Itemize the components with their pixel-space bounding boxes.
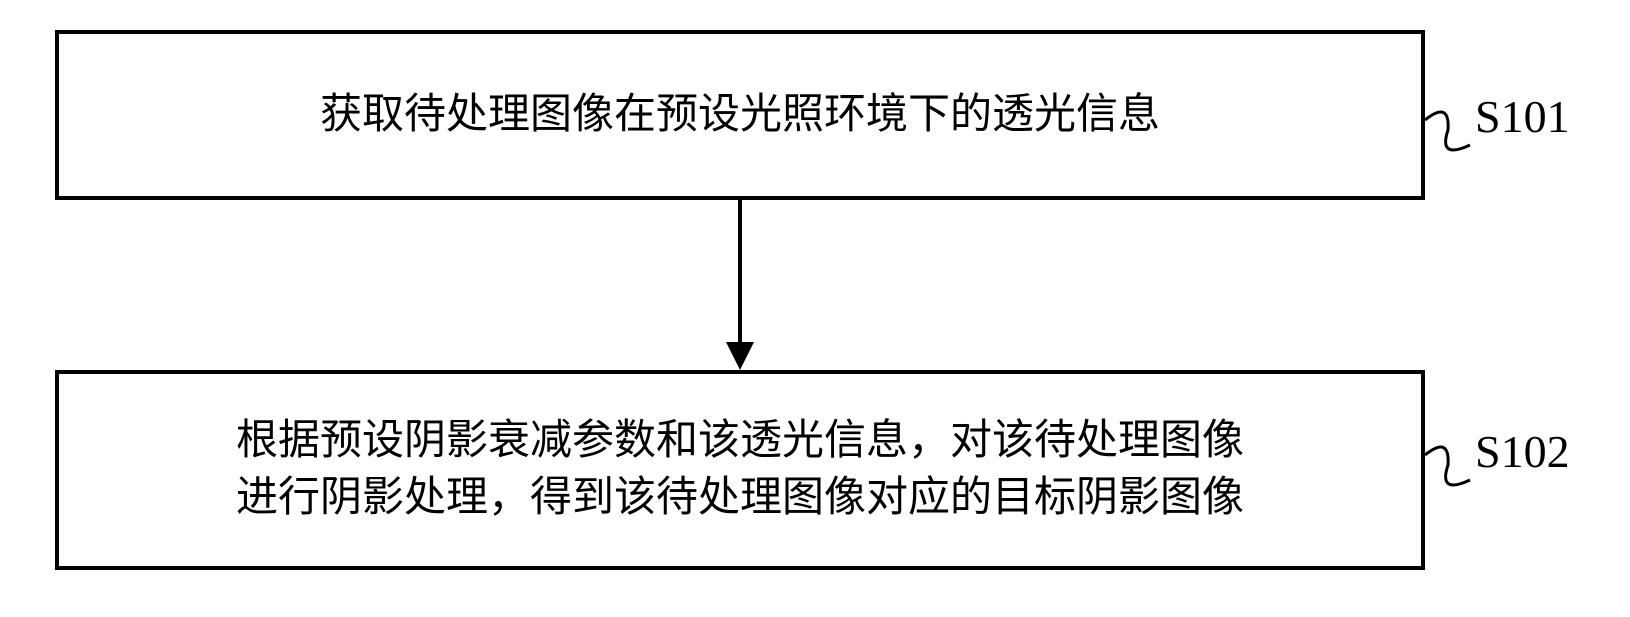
label-connector <box>1425 112 1470 150</box>
flow-arrow-head <box>726 342 754 370</box>
step-label-label2: S102 <box>1475 425 1570 478</box>
step-label-label1: S101 <box>1475 90 1570 143</box>
flow-step-text: 获取待处理图像在预设光照环境下的透光信息 <box>290 90 1190 140</box>
flow-step-text: 根据预设阴影衰减参数和该透光信息，对该待处理图像 进行阴影处理，得到该待处理图像… <box>206 413 1274 526</box>
flow-step-step1: 获取待处理图像在预设光照环境下的透光信息 <box>55 30 1425 200</box>
label-connector <box>1425 447 1470 485</box>
flow-step-step2: 根据预设阴影衰减参数和该透光信息，对该待处理图像 进行阴影处理，得到该待处理图像… <box>55 370 1425 570</box>
